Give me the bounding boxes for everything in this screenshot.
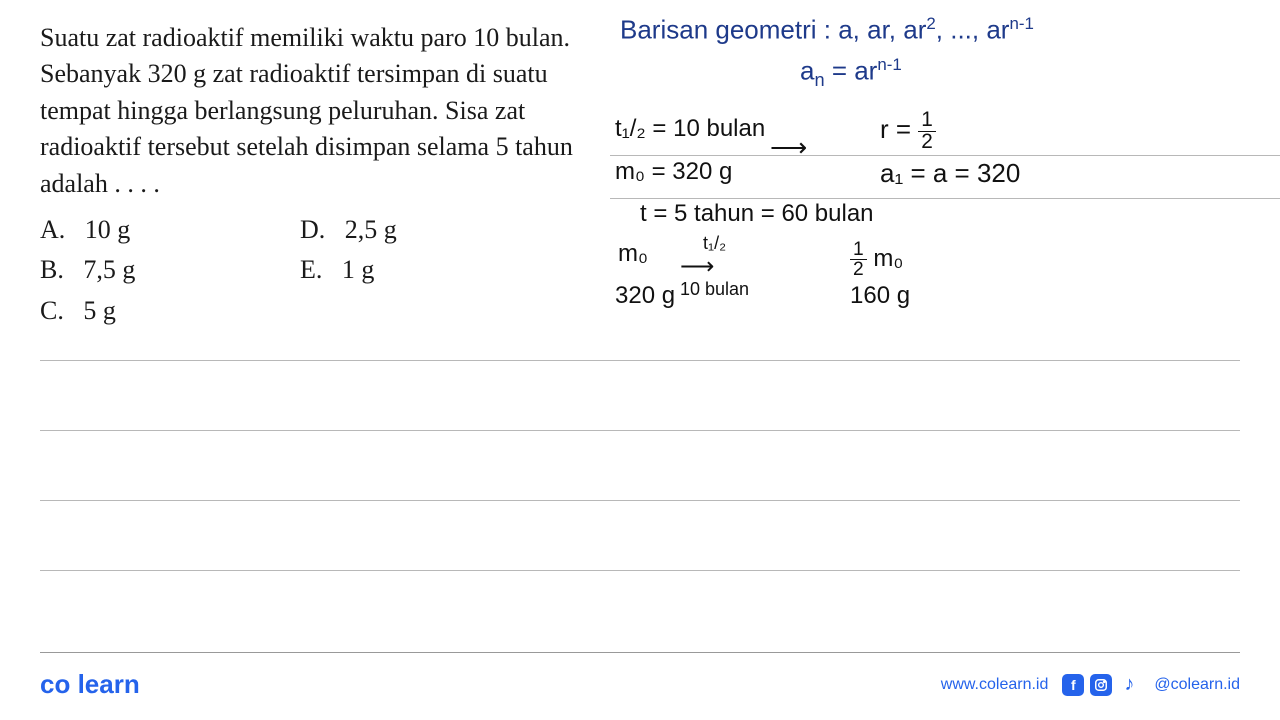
options-row-3: C. 5 g [40, 293, 600, 329]
options-list: A. 10 g D. 2,5 g B. 7,5 g E. 1 g C. 5 g [40, 212, 600, 329]
option-a-value: 10 g [85, 215, 131, 244]
facebook-icon[interactable]: f [1062, 674, 1084, 696]
option-c: C. 5 g [40, 293, 300, 329]
handwriting-first-term: a₁ = a = 320 [880, 158, 1020, 189]
handwriting-mass-160: 160 g [850, 282, 910, 310]
option-b-value: 7,5 g [83, 255, 135, 284]
paper-line [40, 360, 1240, 361]
footer-right: www.colearn.id f ♪ @colearn.id [941, 674, 1240, 696]
option-d: D. 2,5 g [300, 212, 560, 248]
options-row-1: A. 10 g D. 2,5 g [40, 212, 600, 248]
decay-result-suffix: m₀ [873, 245, 903, 272]
handwriting-half-life: t₁/₂ = 10 bulan [615, 115, 765, 143]
handwriting-ratio: r = 1 2 [880, 110, 936, 153]
ratio-num: 1 [918, 110, 936, 132]
option-e-value: 1 g [342, 255, 375, 284]
option-e: E. 1 g [300, 252, 560, 288]
tiktok-icon[interactable]: ♪ [1118, 674, 1140, 696]
ratio-fraction: 1 2 [918, 110, 936, 153]
brand-logo: co learn [40, 669, 140, 700]
paper-line [610, 155, 1280, 156]
paper-line [40, 430, 1240, 431]
website-url: www.colearn.id [941, 676, 1049, 694]
arrow-icon: ⟶ [770, 132, 807, 163]
question-text: Suatu zat radioaktif memiliki waktu paro… [40, 20, 600, 202]
handwriting-decay-result: 1 2 m₀ [850, 240, 903, 279]
social-handle: @colearn.id [1154, 676, 1240, 694]
handwriting-title: Barisan geometri : a, ar, ar2, ..., arn-… [620, 14, 1034, 46]
handwriting-decay-arrow: t₁/₂ ⟶ 10 bulan [680, 234, 749, 300]
decay-arrow-top: t₁/₂ [680, 234, 749, 254]
arrow-long-icon: ⟶ [680, 254, 749, 280]
decay-fraction: 1 2 [850, 240, 867, 279]
ratio-label: r = [880, 114, 918, 144]
decay-frac-den: 2 [850, 260, 867, 279]
option-c-value: 5 g [83, 296, 116, 325]
handwriting-time: t = 5 tahun = 60 bulan [640, 200, 874, 228]
paper-line [610, 198, 1280, 199]
page-container: Suatu zat radioaktif memiliki waktu paro… [0, 0, 1280, 720]
ratio-den: 2 [918, 132, 936, 153]
footer: co learn www.colearn.id f ♪ @colearn.id [40, 652, 1240, 700]
option-d-value: 2,5 g [345, 215, 397, 244]
question-block: Suatu zat radioaktif memiliki waktu paro… [40, 20, 600, 329]
option-a: A. 10 g [40, 212, 300, 248]
handwriting-decay-m0: m₀ [618, 240, 648, 268]
handwriting-formula: an = arn-1 [800, 55, 902, 91]
handwriting-initial-mass: m₀ = 320 g [615, 158, 732, 186]
decay-frac-num: 1 [850, 240, 867, 260]
paper-line [40, 570, 1240, 571]
paper-line [40, 500, 1240, 501]
decay-arrow-bottom: 10 bulan [680, 280, 749, 300]
instagram-icon[interactable] [1090, 674, 1112, 696]
handwriting-mass-320: 320 g [615, 282, 675, 310]
option-b: B. 7,5 g [40, 252, 300, 288]
social-icons: f ♪ [1062, 674, 1140, 696]
options-row-2: B. 7,5 g E. 1 g [40, 252, 600, 288]
